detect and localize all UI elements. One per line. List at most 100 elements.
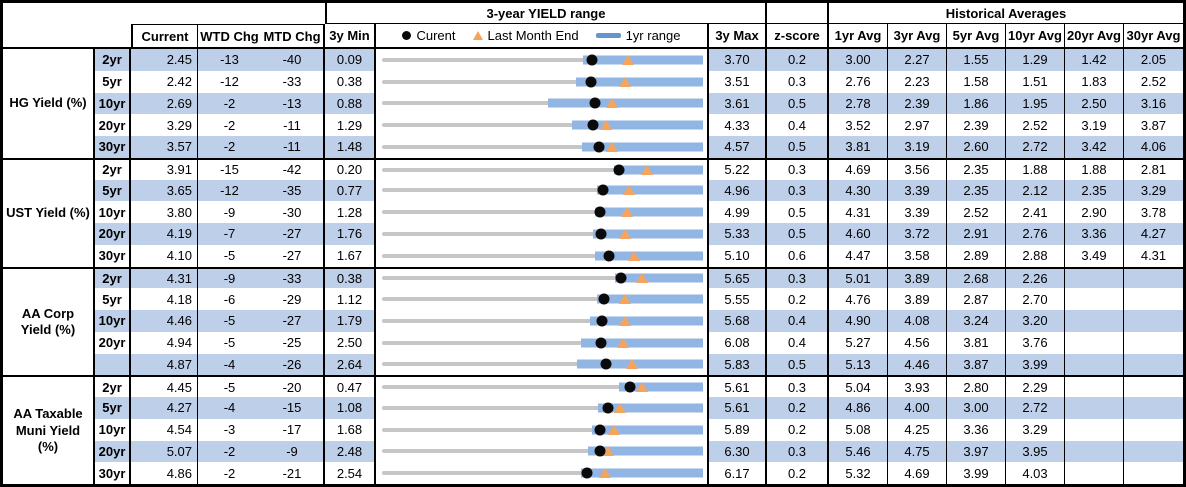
cell-mtd-chg: -25 — [261, 331, 325, 354]
cell-10yr-avg: 1.95 — [1006, 92, 1065, 115]
range-chart-cell — [376, 418, 709, 441]
last-month-end-triangle-icon — [472, 31, 483, 40]
cell-3y-min: 1.79 — [325, 310, 376, 332]
cell-10yr-avg: 2.72 — [1006, 397, 1065, 419]
cell-wtd-chg: -7 — [198, 223, 261, 245]
range-chart-cell — [376, 462, 709, 484]
cell-mtd-chg: -33 — [261, 266, 325, 289]
cell-tenor: 2yr — [95, 49, 131, 71]
cell-tenor: 5yr — [95, 179, 131, 202]
legend-current: Curent — [402, 28, 456, 43]
cell-10yr-avg: 3.95 — [1006, 440, 1065, 463]
range-chart-cell — [376, 92, 709, 115]
current-marker — [598, 293, 610, 305]
cell-3y-max: 4.57 — [709, 136, 767, 158]
col-header-3y-min: 3y Min — [325, 24, 376, 49]
range-chart — [382, 136, 703, 158]
cell-z-score: 0.5 — [767, 353, 829, 376]
cell-3y-max: 4.33 — [709, 114, 767, 136]
cell-z-score: 0.2 — [767, 462, 829, 484]
cell-10yr-avg: 1.29 — [1006, 49, 1065, 71]
cell-1yr-avg: 5.01 — [829, 266, 888, 289]
cell-5yr-avg: 2.39 — [947, 114, 1006, 136]
cell-mtd-chg: -35 — [261, 179, 325, 202]
1yr-range-bar — [589, 316, 703, 326]
cell-10yr-avg: 2.52 — [1006, 114, 1065, 136]
cell-10yr-avg: 2.41 — [1006, 201, 1065, 223]
1yr-range-bar — [591, 425, 703, 435]
last-month-end-marker — [626, 359, 639, 370]
cell-mtd-chg: -33 — [261, 70, 325, 93]
range-chart-cell — [376, 70, 709, 93]
cell-30yr-avg: 3.87 — [1124, 114, 1183, 136]
cell-10yr-avg: 2.88 — [1006, 244, 1065, 267]
cell-5yr-avg: 2.52 — [947, 201, 1006, 223]
3y-range-track — [382, 405, 702, 410]
last-month-end-marker — [641, 164, 654, 175]
current-marker — [586, 54, 598, 66]
cell-wtd-chg: -4 — [198, 353, 261, 376]
cell-30yr-avg — [1124, 418, 1183, 441]
cell-1yr-avg: 4.86 — [829, 397, 888, 419]
cell-z-score: 0.3 — [767, 440, 829, 463]
cell-10yr-avg: 3.99 — [1006, 353, 1065, 376]
cell-10yr-avg: 3.20 — [1006, 310, 1065, 332]
last-month-end-marker — [618, 228, 631, 239]
last-month-end-marker — [613, 402, 626, 413]
cell-5yr-avg: 1.58 — [947, 70, 1006, 93]
cell-z-score: 0.3 — [767, 179, 829, 202]
cell-current: 3.29 — [131, 114, 198, 136]
cell-30yr-avg: 4.27 — [1124, 223, 1183, 245]
cell-10yr-avg: 2.26 — [1006, 266, 1065, 289]
current-marker — [602, 402, 614, 414]
3y-range-track — [382, 297, 702, 302]
cell-z-score: 0.2 — [767, 288, 829, 310]
1yr-range-bar — [575, 77, 703, 87]
cell-5yr-avg: 3.24 — [947, 310, 1006, 332]
cell-20yr-avg — [1065, 375, 1124, 397]
current-marker — [581, 467, 593, 479]
cell-5yr-avg: 3.87 — [947, 353, 1006, 376]
current-marker — [594, 206, 606, 218]
cell-mtd-chg: -30 — [261, 201, 325, 223]
range-chart — [382, 180, 703, 202]
cell-10yr-avg: 1.51 — [1006, 70, 1065, 93]
range-chart-cell — [376, 244, 709, 267]
current-marker — [595, 337, 607, 349]
cell-30yr-avg: 3.78 — [1124, 201, 1183, 223]
cell-current: 3.91 — [131, 157, 198, 180]
3y-range-track — [382, 253, 702, 258]
col-header-current: Current — [131, 24, 198, 49]
cell-mtd-chg: -21 — [261, 462, 325, 484]
last-month-end-marker — [636, 382, 648, 393]
cell-wtd-chg: -5 — [198, 244, 261, 267]
cell-30yr-avg: 2.05 — [1124, 49, 1183, 71]
cell-wtd-chg: -5 — [198, 375, 261, 397]
range-chart — [382, 397, 703, 419]
cell-20yr-avg — [1065, 288, 1124, 310]
last-month-end-marker — [607, 424, 620, 435]
cell-20yr-avg: 2.90 — [1065, 201, 1124, 223]
cell-30yr-avg — [1124, 266, 1183, 289]
cell-tenor: 20yr — [95, 440, 131, 463]
cell-mtd-chg: -13 — [261, 92, 325, 115]
cell-tenor: 2yr — [95, 375, 131, 397]
group-label: UST Yield (%) — [3, 157, 95, 267]
cell-20yr-avg: 3.19 — [1065, 114, 1124, 136]
cell-30yr-avg: 2.52 — [1124, 70, 1183, 93]
cell-tenor: 10yr — [95, 418, 131, 441]
cell-current: 2.69 — [131, 92, 198, 115]
1yr-range-bar — [597, 403, 703, 413]
cell-10yr-avg: 2.12 — [1006, 179, 1065, 202]
cell-tenor: 10yr — [95, 201, 131, 223]
1yr-range-dash-icon — [595, 33, 621, 38]
cell-mtd-chg: -40 — [261, 49, 325, 71]
cell-3yr-avg: 3.89 — [888, 266, 947, 289]
1yr-range-bar — [581, 468, 703, 478]
cell-current: 4.10 — [131, 244, 198, 267]
cell-3y-max: 5.33 — [709, 223, 767, 245]
current-marker — [589, 97, 601, 109]
current-marker — [596, 315, 608, 327]
cell-1yr-avg: 4.47 — [829, 244, 888, 267]
cell-z-score: 0.5 — [767, 136, 829, 158]
